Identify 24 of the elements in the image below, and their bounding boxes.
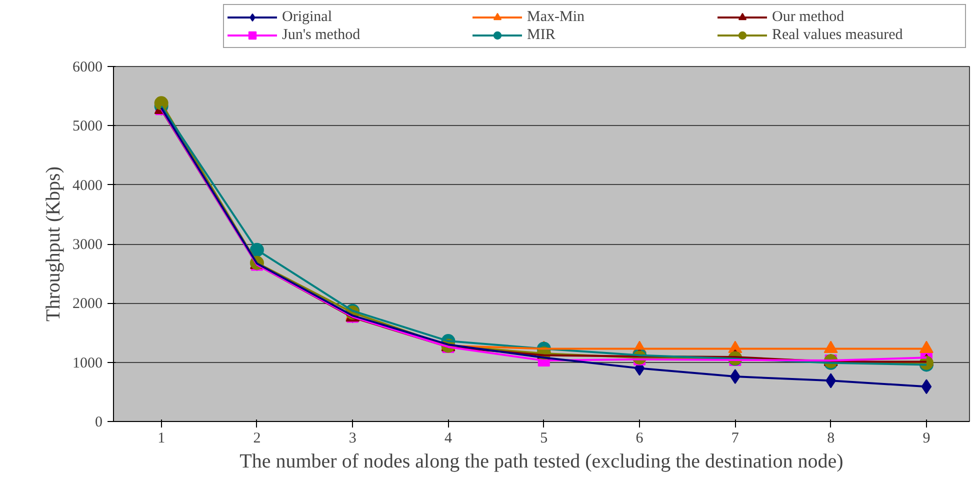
legend-label: Original <box>282 8 333 26</box>
x-tick-label: 5 <box>540 430 548 446</box>
y-tick-label: 5000 <box>72 118 102 135</box>
legend-label: Max-Min <box>527 8 586 26</box>
x-tick-label: 7 <box>731 430 740 446</box>
y-tick-label: 4000 <box>72 178 102 194</box>
x-tick-label: 4 <box>444 430 452 446</box>
y-tick-label: 1000 <box>72 355 102 372</box>
y-tick-label: 3000 <box>72 237 102 253</box>
y-tick-label: 2000 <box>72 296 102 312</box>
y-tick-label: 0 <box>95 414 102 430</box>
x-tick-label: 1 <box>158 430 166 446</box>
y-tick-label: 6000 <box>72 60 102 76</box>
x-tick-label: 6 <box>636 430 644 446</box>
y-axis-title: Throughput (Kbps) <box>42 166 64 322</box>
legend-label: Jun's method <box>282 26 362 44</box>
x-tick-label: 9 <box>922 430 930 446</box>
x-axis-title: The number of nodes along the path tested (excluding the destination node) <box>240 450 844 472</box>
x-tick-label: 3 <box>348 430 356 446</box>
legend-label: Real values measured <box>772 26 904 44</box>
x-tick-label: 2 <box>253 430 261 446</box>
x-tick-label: 8 <box>827 430 835 446</box>
legend-label: MIR <box>527 26 556 44</box>
legend-label: Our method <box>772 8 846 26</box>
